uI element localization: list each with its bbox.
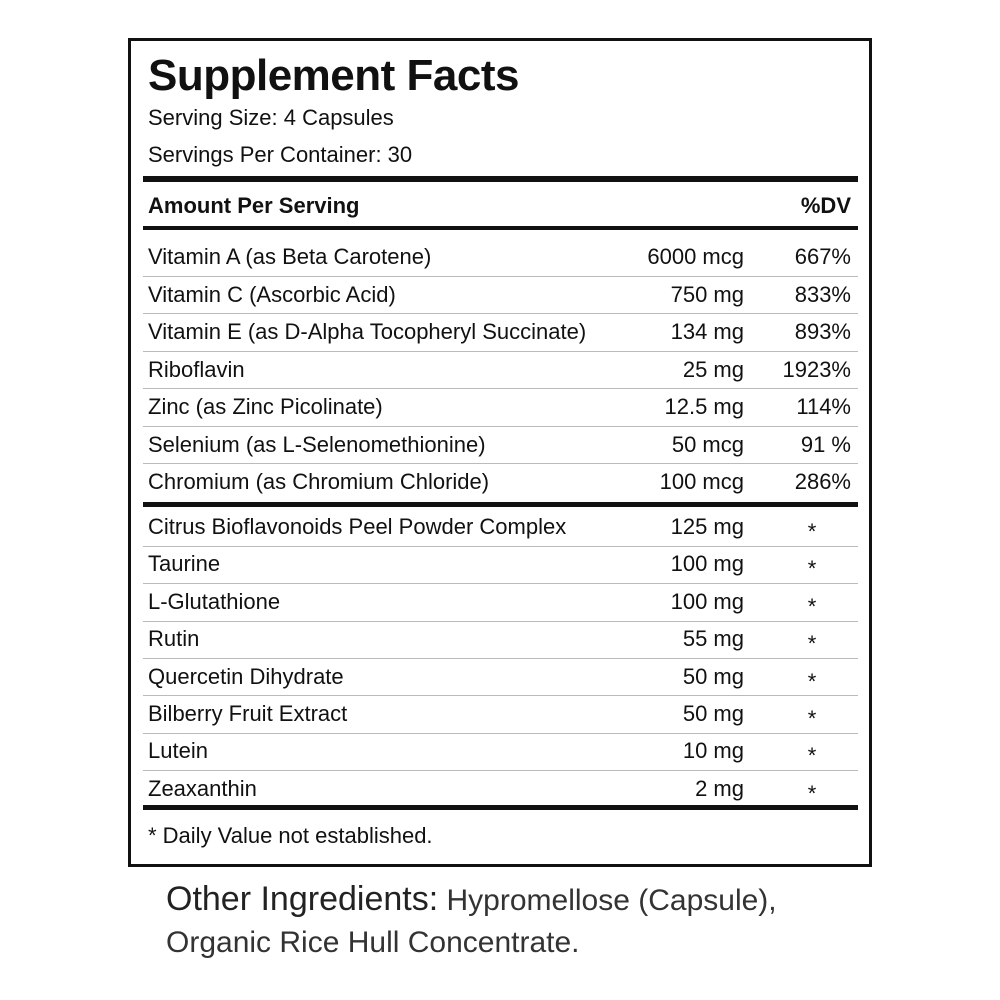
column-header: %DV (800, 193, 851, 218)
row-divider (143, 275, 858, 277)
daily-value: * (807, 743, 817, 769)
daily-value: 91 % (800, 431, 851, 457)
amount: 6000 mcg (647, 244, 744, 269)
row-divider (143, 695, 858, 697)
row-divider (143, 545, 858, 547)
daily-value: * (807, 593, 817, 619)
row-divider (143, 770, 858, 772)
ingredient-name: Chromium (as Chromium Chloride) (148, 469, 490, 494)
footnote: * Daily Value not established. (148, 823, 433, 848)
ingredient-name: Vitamin C (Ascorbic Acid) (148, 281, 396, 307)
ingredient-name: Vitamin E (as D-Alpha Tocopheryl Succina… (148, 319, 587, 344)
amount: 10 mg (682, 738, 744, 764)
daily-value: 114% (796, 394, 851, 419)
daily-value: 286% (794, 469, 851, 494)
daily-value: * (807, 631, 817, 657)
amount: 100 mg (670, 551, 744, 577)
row-divider (143, 620, 858, 622)
amount: 125 mg (670, 514, 744, 539)
amount: 50 mcg (671, 431, 744, 457)
daily-value: * (807, 706, 817, 731)
ingredient-name: Vitamin A (as Beta Carotene) (148, 244, 432, 269)
daily-value: 833% (794, 281, 851, 307)
amount: 55 mg (682, 626, 744, 652)
column-header: Amount Per Serving (148, 193, 360, 218)
thick-rule (143, 176, 858, 182)
row-divider (143, 425, 858, 427)
row-divider (143, 657, 858, 659)
daily-value: 1923% (782, 356, 851, 382)
label-box (128, 38, 872, 867)
amount: 50 mg (682, 701, 744, 726)
amount: 50 mg (682, 663, 744, 689)
servings-per-container: Servings Per Container: 30 (148, 142, 413, 167)
thick-rule (143, 502, 858, 507)
daily-value: * (807, 556, 817, 582)
daily-value: * (807, 519, 817, 544)
ingredient-name: Zinc (as Zinc Picolinate) (148, 394, 383, 419)
row-divider (143, 350, 858, 352)
daily-value: * (807, 780, 817, 806)
ingredient-name: Zeaxanthin (148, 775, 257, 801)
ingredient-name: Rutin (148, 626, 200, 652)
row-divider (143, 463, 858, 465)
other-ingredients-text: Hypromellose (Capsule), Organic Rice Hul… (166, 884, 777, 959)
ingredient-name: Citrus Bioflavonoids Peel Powder Complex (148, 514, 567, 539)
ingredient-name: L-Glutathione (148, 588, 281, 614)
daily-value: 667% (794, 244, 851, 269)
ingredient-name: Selenium (as L-Selenomethionine) (148, 431, 486, 457)
amount: 750 mg (670, 281, 744, 307)
daily-value: 893% (794, 319, 851, 344)
amount: 100 mg (670, 588, 744, 614)
thick-rule (143, 805, 858, 810)
thick-rule (143, 226, 858, 230)
row-divider (143, 388, 858, 390)
other-ingredients-label: Other Ingredients: (166, 880, 439, 918)
ingredient-name: Taurine (148, 551, 221, 577)
ingredient-name: Quercetin Dihydrate (148, 663, 344, 689)
ingredient-name: Lutein (148, 738, 208, 764)
amount: 12.5 mg (664, 394, 745, 419)
daily-value: * (807, 668, 817, 694)
title: Supplement Facts (148, 51, 519, 100)
ingredient-name: Riboflavin (148, 356, 245, 382)
serving-size: Serving Size: 4 Capsules (148, 105, 394, 130)
row-divider (143, 583, 858, 585)
ingredient-name: Bilberry Fruit Extract (148, 701, 348, 726)
row-divider (143, 313, 858, 315)
amount: 25 mg (682, 356, 744, 382)
other-ingredients: Other Ingredients: Hypromellose (Capsule… (166, 878, 806, 964)
amount: 2 mg (695, 775, 744, 801)
row-divider (143, 732, 858, 734)
amount: 100 mcg (659, 469, 744, 494)
amount: 134 mg (670, 319, 744, 344)
